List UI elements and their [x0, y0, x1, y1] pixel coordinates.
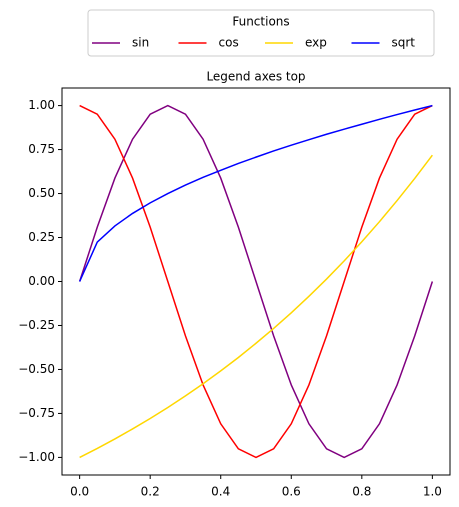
y-tick-label: 0.50 — [28, 186, 55, 200]
x-tick-label: 0.8 — [352, 485, 371, 499]
line-exp — [79, 154, 433, 459]
x-tick-label: 0.6 — [282, 485, 301, 499]
x-tick-label: 0.0 — [70, 485, 89, 499]
legend-title: Functions — [232, 15, 289, 29]
y-tick-label: 0.25 — [28, 230, 55, 244]
legend-label: sqrt — [392, 36, 416, 50]
y-tick-label: −0.75 — [18, 406, 55, 420]
legend-box — [87, 9, 435, 57]
line-cos — [79, 104, 433, 459]
x-tick-label: 0.2 — [141, 485, 160, 499]
line-sqrt — [78, 104, 433, 282]
x-tick-label: 1.0 — [423, 485, 442, 499]
chart-title: Legend axes top — [206, 70, 305, 84]
legend-label: exp — [305, 36, 327, 50]
y-tick-label: 0.00 — [28, 274, 55, 288]
line-sin — [78, 104, 434, 459]
y-tick-label: −0.50 — [18, 362, 55, 376]
y-tick-label: 1.00 — [28, 98, 55, 112]
legend-label: cos — [219, 36, 239, 50]
y-tick-label: 0.75 — [28, 142, 55, 156]
y-tick-label: −1.00 — [18, 450, 55, 464]
y-tick-label: −0.25 — [18, 318, 55, 332]
x-tick-label: 0.4 — [211, 485, 230, 499]
legend-label: sin — [132, 36, 149, 50]
